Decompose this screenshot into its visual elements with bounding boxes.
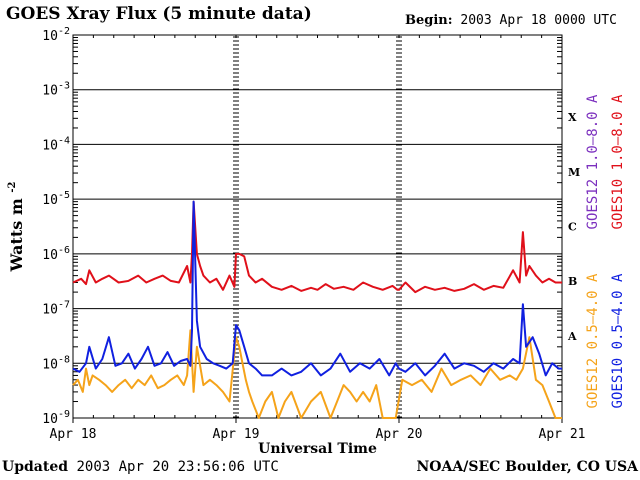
y-tick-exponent: -6 [58, 245, 70, 256]
y-tick-label: 10-2 [42, 26, 70, 44]
y-tick-label: 10-7 [42, 300, 70, 318]
y-tick-label: 10-3 [42, 81, 70, 99]
y-tick-exponent: -7 [58, 300, 70, 311]
y-axis-label-base: Watts m [7, 193, 26, 273]
flare-class-label: X [568, 111, 577, 124]
y-tick-label: 10-9 [42, 409, 70, 427]
y-tick-base: 10 [42, 248, 58, 263]
begin-label: Begin: [405, 13, 453, 28]
y-tick-exponent: -9 [58, 409, 70, 420]
flare-class-label: A [567, 330, 577, 343]
begin-time: Begin: 2003 Apr 18 0000 UTC [405, 13, 617, 28]
y-tick-base: 10 [42, 29, 58, 44]
y-axis-label-exponent: -2 [7, 181, 18, 192]
y-tick-label: 10-4 [42, 135, 70, 153]
legend-entry: GOES12 0.5–4.0 A [585, 273, 601, 408]
updated-time: Updated 2003 Apr 20 23:56:06 UTC [2, 459, 279, 475]
updated-label: Updated [2, 459, 69, 475]
flare-class-label: M [568, 166, 580, 179]
legend-entry: GOES10 1.0–8.0 A [610, 94, 626, 229]
x-axis-label: Universal Time [258, 441, 377, 457]
legend-entry: GOES12 1.0–8.0 A [585, 94, 601, 229]
flare-class-label: C [568, 221, 577, 234]
plot-frame [72, 34, 563, 419]
x-tick-label: Apr 20 [376, 427, 423, 442]
y-tick-base: 10 [42, 412, 58, 427]
y-tick-exponent: -2 [58, 26, 70, 37]
y-tick-base: 10 [42, 84, 58, 99]
legend-entry: GOES10 0.5–4.0 A [610, 273, 626, 408]
y-tick-label: 10-8 [42, 354, 70, 372]
x-tick-label: Apr 18 [50, 427, 97, 442]
x-tick-label: Apr 19 [213, 427, 260, 442]
y-tick-exponent: -3 [58, 81, 70, 92]
chart-title: GOES Xray Flux (5 minute data) [6, 4, 312, 24]
updated-value: 2003 Apr 20 23:56:06 UTC [76, 459, 279, 475]
y-tick-exponent: -5 [58, 190, 70, 201]
y-tick-base: 10 [42, 138, 58, 153]
y-tick-exponent: -4 [58, 135, 70, 146]
y-tick-base: 10 [42, 303, 58, 318]
y-tick-label: 10-5 [42, 190, 70, 208]
begin-value: 2003 Apr 18 0000 UTC [460, 13, 617, 28]
y-tick-label: 10-6 [42, 245, 70, 263]
y-tick-base: 10 [42, 193, 58, 208]
flare-class-label: B [568, 275, 577, 288]
series-line-goes10-1-0-8-0-a [72, 200, 562, 294]
series-line-goes10-0-5-4-0-a [72, 200, 562, 377]
series-line-goes12-0-5-4-0-a [72, 329, 562, 419]
y-axis-label: Watts m -2 [7, 181, 26, 272]
x-tick-label: Apr 21 [539, 427, 586, 442]
credit-text: NOAA/SEC Boulder, CO USA [416, 459, 639, 475]
y-tick-base: 10 [42, 357, 58, 372]
y-tick-exponent: -8 [58, 354, 70, 365]
